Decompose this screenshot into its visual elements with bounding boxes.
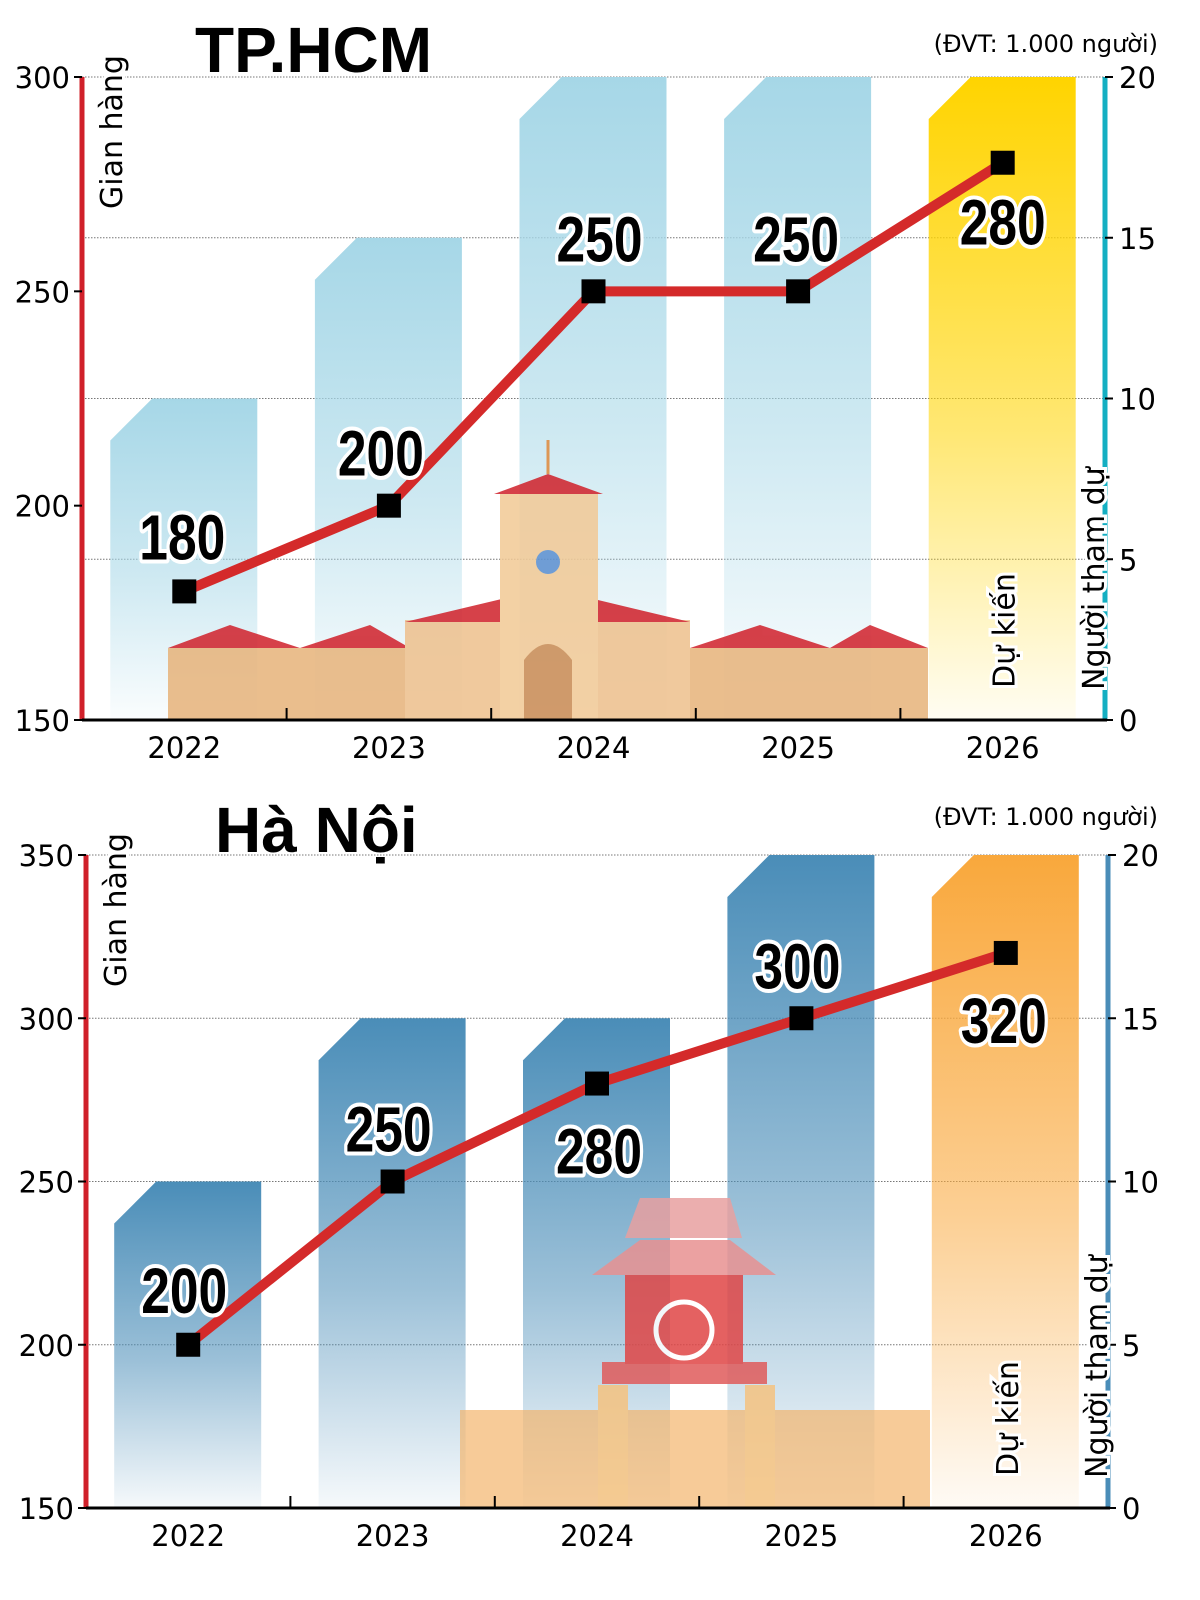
left-tick-label: 200 [15,490,70,524]
marker-2025 [789,1006,814,1031]
marker-2026 [993,940,1018,965]
right-tick-label: 5 [1119,543,1137,577]
unit-note: (ĐVT: 1.000 người) [934,803,1158,831]
data-label-2024: 250 [557,203,643,275]
left-tick-label: 200 [19,1329,74,1363]
building-roof [168,625,928,648]
right-tick-label: 20 [1122,839,1159,873]
data-label-2022: 200 [141,1255,227,1327]
data-label-2024: 280 [556,1116,642,1188]
data-label-2025: 250 [753,203,839,275]
bar-2026 [928,77,1076,720]
right-tick-label: 15 [1119,222,1156,256]
x-tick-label: 2026 [969,1519,1043,1553]
x-tick-label: 2025 [761,731,835,765]
balcony [602,1362,767,1384]
left-tick-label: 150 [15,704,70,738]
building-door [524,644,572,720]
right-tick-label: 20 [1119,61,1156,95]
left-tick-label: 300 [15,61,70,95]
x-tick-label: 2025 [764,1519,838,1553]
unit-note: (ĐVT: 1.000 người) [934,30,1158,58]
x-tick-label: 2022 [151,1519,225,1553]
x-tick-label: 2022 [147,731,221,765]
left-tick-label: 250 [15,275,70,309]
x-tick-label: 2023 [356,1519,430,1553]
bar-2023 [318,1018,466,1508]
projected-label: Dự kiến [988,573,1023,688]
clock-tower-roof [494,474,603,494]
x-tick-label: 2026 [966,731,1040,765]
marker-2022 [176,1332,201,1357]
chart-panel-tphcm: TP.HCM (ĐVT: 1.000 người)Dự kiến180200250… [15,14,1158,765]
right-axis-label: Người tham dự [1080,1253,1115,1478]
wall [460,1410,930,1508]
left-tick-label: 350 [19,839,74,873]
right-tick-label: 15 [1122,1002,1159,1036]
data-label-2023: 250 [346,1094,432,1166]
khue-van-cac-illustration [460,1198,930,1508]
right-tick-label: 10 [1122,1166,1159,1200]
x-tick-label: 2024 [560,1519,634,1553]
right-tick-label: 10 [1119,383,1156,417]
data-label-2023: 200 [338,418,424,490]
left-tick-label: 250 [19,1166,74,1200]
right-tick-label: 5 [1122,1329,1140,1363]
bar-2025 [724,77,872,720]
pavilion-body [625,1272,743,1364]
chart-title: Hà Nội [215,794,418,866]
pillar-left [598,1385,628,1508]
marker-2023 [376,493,401,518]
data-label-2022: 180 [139,501,225,573]
right-axis-label: Người tham dự [1077,465,1112,690]
pillar-right [745,1385,775,1508]
marker-2026 [990,150,1015,175]
marker-2022 [172,579,197,604]
bar-2023 [314,237,462,720]
marker-2023 [380,1169,405,1194]
marker-2025 [786,279,811,304]
ben-thanh-market-illustration [168,440,928,720]
upper-roof [625,1198,742,1238]
data-label-2026: 320 [961,985,1047,1057]
left-tick-label: 150 [19,1492,74,1526]
left-axis-label: Gian hàng [99,833,134,987]
left-tick-label: 300 [19,1002,74,1036]
bar-2025 [727,855,875,1508]
data-label-2026: 280 [960,187,1046,259]
right-tick-label: 0 [1119,704,1137,738]
right-tick-label: 0 [1122,1492,1140,1526]
chart-title: TP.HCM [195,14,432,86]
marker-2024 [581,279,606,304]
marker-2024 [585,1071,609,1096]
x-tick-label: 2023 [352,731,426,765]
data-label-2025: 300 [754,930,840,1002]
lower-roof [592,1240,776,1275]
x-tick-label: 2024 [557,731,631,765]
round-window [653,1299,715,1361]
clock-icon [536,550,560,574]
bar-2026 [931,855,1079,1508]
bar-2024 [523,1018,670,1508]
projected-label: Dự kiến [991,1361,1026,1476]
left-axis-label: Gian hàng [95,55,130,209]
